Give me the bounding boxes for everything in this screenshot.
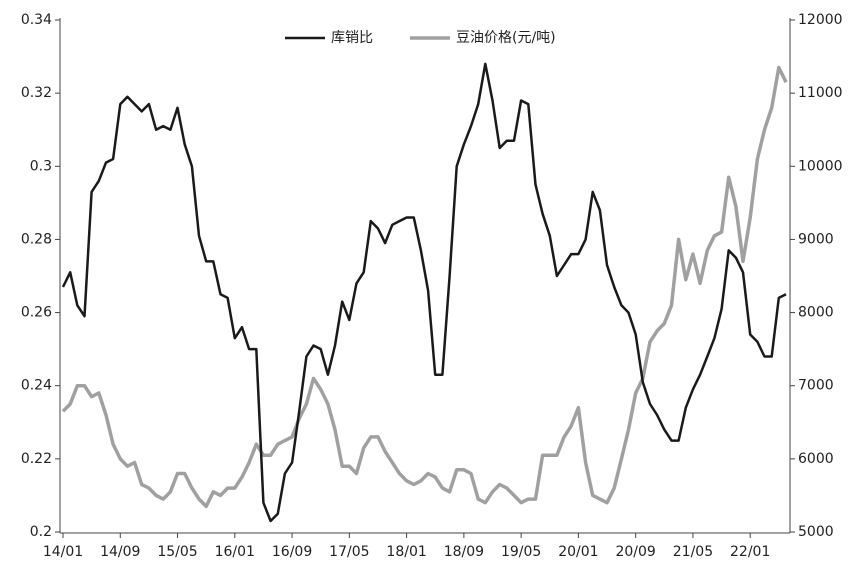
- x-tick-label: 14/01: [43, 544, 83, 560]
- x-tick-label: 18/01: [386, 544, 426, 560]
- y-tick-label: 0.3: [30, 158, 52, 174]
- legend-label: 豆油价格(元/吨): [456, 30, 556, 46]
- y-tick-label: 0.2: [30, 524, 52, 540]
- x-tick-label: 18/09: [444, 544, 484, 560]
- x-tick-label: 20/09: [615, 544, 655, 560]
- y-tick-label: 0.34: [21, 12, 52, 28]
- x-tick-label: 16/01: [215, 544, 255, 560]
- x-tick-label: 20/01: [558, 544, 598, 560]
- x-tick-label: 21/05: [673, 544, 713, 560]
- x-tick-label: 19/05: [501, 544, 541, 560]
- x-tick-label: 16/09: [272, 544, 312, 560]
- legend-label: 库销比: [331, 30, 373, 46]
- y-tick-label: 0.24: [21, 378, 52, 394]
- x-tick-label: 14/09: [100, 544, 140, 560]
- x-tick-label: 17/05: [329, 544, 369, 560]
- y2-tick-label: 5000: [798, 524, 834, 540]
- y2-tick-label: 8000: [798, 305, 834, 321]
- y2-tick-label: 9000: [798, 231, 834, 247]
- y2-tick-label: 10000: [798, 158, 843, 174]
- series-line: [61, 62, 787, 523]
- y-tick-label: 0.28: [21, 231, 52, 247]
- y2-tick-label: 11000: [798, 85, 843, 101]
- series-line: [61, 65, 788, 509]
- y-tick-label: 0.32: [21, 85, 52, 101]
- x-tick-label: 22/01: [730, 544, 770, 560]
- y-tick-label: 0.22: [21, 451, 52, 467]
- y2-tick-label: 12000: [798, 12, 843, 28]
- y2-tick-label: 6000: [798, 451, 834, 467]
- y-tick-label: 0.26: [21, 305, 52, 321]
- y2-tick-label: 7000: [798, 378, 834, 394]
- x-tick-label: 15/05: [157, 544, 197, 560]
